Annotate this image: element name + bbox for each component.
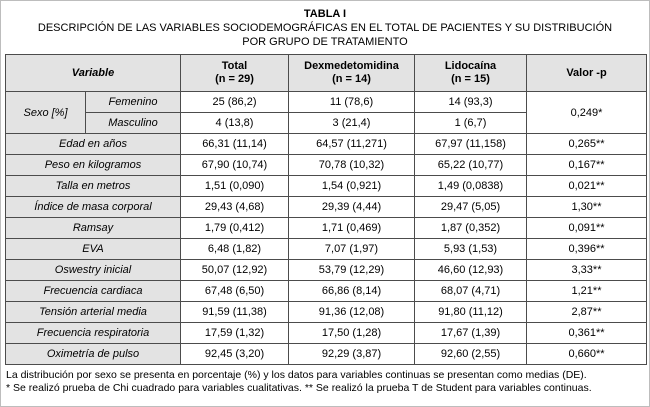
dexmedetomidina-value: 29,39 (4,44) — [288, 196, 415, 218]
table-number: TABLA I — [303, 8, 347, 20]
lidocaina-value: 46,60 (12,93) — [414, 259, 527, 281]
table-row: Tensión arterial media 91,59 (11,38) 91,… — [5, 301, 647, 323]
lidocaina-value: 67,97 (11,158) — [414, 133, 527, 155]
lidocaina-value: 65,22 (10,77) — [414, 154, 527, 176]
sexo-category-masculino: Masculino — [85, 112, 181, 134]
footnote-tests: * Se realizó prueba de Chi cuadrado para… — [6, 382, 592, 394]
variable-name: Tensión arterial media — [5, 301, 181, 323]
dexmedetomidina-value: 66,86 (8,14) — [288, 280, 415, 302]
variable-name-sexo: Sexo [%] — [5, 91, 86, 134]
variable-name: Índice de masa corporal — [5, 196, 181, 218]
column-header-variable: Variable — [5, 54, 181, 92]
dexmedetomidina-value: 53,79 (12,29) — [288, 259, 415, 281]
p-value: 1,30** — [526, 196, 647, 218]
dexmedetomidina-value: 7,07 (1,97) — [288, 238, 415, 260]
p-value: 0,167** — [526, 154, 647, 176]
lidocaina-value: 1,49 (0,0838) — [414, 175, 527, 197]
sociodemographic-table: Variable Total (n = 29) Dexmedetomidina … — [5, 54, 647, 365]
table-row: Oximetría de pulso 92,45 (3,20) 92,29 (3… — [5, 343, 647, 365]
column-header-lidocaina: Lidocaína (n = 15) — [414, 54, 527, 92]
column-header-lidocaina-n: (n = 15) — [451, 73, 490, 85]
total-value: 17,59 (1,32) — [180, 322, 289, 344]
column-header-valor-p: Valor -p — [526, 54, 647, 92]
lidocaina-value: 92,60 (2,55) — [414, 343, 527, 365]
p-value: 3,33** — [526, 259, 647, 281]
lidocaina-value: 5,93 (1,53) — [414, 238, 527, 260]
dexmedetomidina-value: 91,36 (12,08) — [288, 301, 415, 323]
table-row: Edad en años 66,31 (11,14) 64,57 (11,271… — [5, 133, 647, 155]
lidocaina-value: 91,80 (11,12) — [414, 301, 527, 323]
total-value: 67,90 (10,74) — [180, 154, 289, 176]
p-value: 0,021** — [526, 175, 647, 197]
p-value: 0,265** — [526, 133, 647, 155]
table-caption: TABLA I DESCRIPCIÓN DE LAS VARIABLES SOC… — [5, 7, 645, 49]
variable-name: Frecuencia cardiaca — [5, 280, 181, 302]
column-header-dexmedetomidina-n: (n = 14) — [332, 73, 371, 85]
dexmedetomidina-value: 92,29 (3,87) — [288, 343, 415, 365]
table-row: Peso en kilogramos 67,90 (10,74) 70,78 (… — [5, 154, 647, 176]
total-value: 29,43 (4,68) — [180, 196, 289, 218]
total-value: 92,45 (3,20) — [180, 343, 289, 365]
variable-name: Oswestry inicial — [5, 259, 181, 281]
table-row: Talla en metros 1,51 (0,090) 1,54 (0,921… — [5, 175, 647, 197]
total-value: 50,07 (12,92) — [180, 259, 289, 281]
lidocaina-value: 14 (93,3) — [414, 91, 527, 113]
total-value: 1,51 (0,090) — [180, 175, 289, 197]
total-value: 67,48 (6,50) — [180, 280, 289, 302]
variable-name: Edad en años — [5, 133, 181, 155]
p-value-sexo: 0,249* — [526, 91, 647, 134]
lidocaina-value: 1,87 (0,352) — [414, 217, 527, 239]
table-title: DESCRIPCIÓN DE LAS VARIABLES SOCIODEMOGR… — [37, 22, 613, 48]
dexmedetomidina-value: 1,54 (0,921) — [288, 175, 415, 197]
p-value: 0,091** — [526, 217, 647, 239]
dexmedetomidina-value: 11 (78,6) — [288, 91, 415, 113]
p-value: 0,396** — [526, 238, 647, 260]
column-header-total: Total (n = 29) — [180, 54, 289, 92]
p-value: 2,87** — [526, 301, 647, 323]
column-header-dexmedetomidina: Dexmedetomidina (n = 14) — [288, 54, 415, 92]
total-value: 4 (13,8) — [180, 112, 289, 134]
table-row: Frecuencia cardiaca 67,48 (6,50) 66,86 (… — [5, 280, 647, 302]
p-value: 0,660** — [526, 343, 647, 365]
variable-name: Oximetría de pulso — [5, 343, 181, 365]
dexmedetomidina-value: 17,50 (1,28) — [288, 322, 415, 344]
dexmedetomidina-value: 64,57 (11,271) — [288, 133, 415, 155]
variable-name: Ramsay — [5, 217, 181, 239]
footnote-general: La distribución por sexo se presenta en … — [6, 369, 587, 381]
table-row-sexo-masculino: Masculino 4 (13,8) 3 (21,4) 1 (6,7) — [6, 112, 647, 134]
table-row: Ramsay 1,79 (0,412) 1,71 (0,469) 1,87 (0… — [5, 217, 647, 239]
table-footnotes: La distribución por sexo se presenta en … — [5, 369, 645, 395]
total-value: 66,31 (11,14) — [180, 133, 289, 155]
variable-name: Talla en metros — [5, 175, 181, 197]
table-row-sexo-femenino: Sexo [%] Femenino 25 (86,2) 11 (78,6) 14… — [5, 91, 647, 134]
p-value: 0,361** — [526, 322, 647, 344]
dexmedetomidina-value: 1,71 (0,469) — [288, 217, 415, 239]
column-header-total-label: Total — [221, 60, 248, 72]
lidocaina-value: 17,67 (1,39) — [414, 322, 527, 344]
lidocaina-value: 68,07 (4,71) — [414, 280, 527, 302]
dexmedetomidina-value: 3 (21,4) — [288, 112, 415, 134]
lidocaina-value: 1 (6,7) — [414, 112, 527, 134]
table-row: EVA 6,48 (1,82) 7,07 (1,97) 5,93 (1,53) … — [5, 238, 647, 260]
variable-name: Peso en kilogramos — [5, 154, 181, 176]
variable-name: EVA — [5, 238, 181, 260]
total-value: 6,48 (1,82) — [180, 238, 289, 260]
total-value: 25 (86,2) — [180, 91, 289, 113]
total-value: 91,59 (11,38) — [180, 301, 289, 323]
table-row: Oswestry inicial 50,07 (12,92) 53,79 (12… — [5, 259, 647, 281]
sexo-category-femenino: Femenino — [85, 91, 181, 113]
column-header-lidocaina-label: Lidocaína — [444, 60, 497, 72]
p-value: 1,21** — [526, 280, 647, 302]
header-row: Variable Total (n = 29) Dexmedetomidina … — [5, 54, 647, 92]
variable-name: Frecuencia respiratoria — [5, 322, 181, 344]
column-header-total-n: (n = 29) — [215, 73, 254, 85]
column-header-dexmedetomidina-label: Dexmedetomidina — [304, 60, 399, 72]
lidocaina-value: 29,47 (5,05) — [414, 196, 527, 218]
table-row: Índice de masa corporal 29,43 (4,68) 29,… — [5, 196, 647, 218]
table-row: Frecuencia respiratoria 17,59 (1,32) 17,… — [5, 322, 647, 344]
total-value: 1,79 (0,412) — [180, 217, 289, 239]
dexmedetomidina-value: 70,78 (10,32) — [288, 154, 415, 176]
